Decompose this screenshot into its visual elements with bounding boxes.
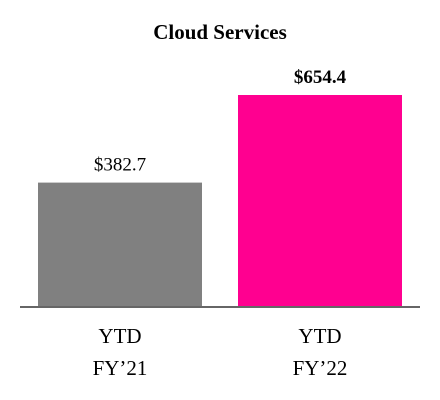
chart-title: Cloud Services xyxy=(153,20,287,44)
bar xyxy=(38,182,202,306)
bar xyxy=(238,95,402,306)
value-label: $382.7 xyxy=(94,155,146,176)
value-label: $654.4 xyxy=(294,67,347,88)
x-tick-label: YTD FY’21 xyxy=(92,324,148,380)
x-tick-label: YTD FY’22 xyxy=(292,324,348,380)
